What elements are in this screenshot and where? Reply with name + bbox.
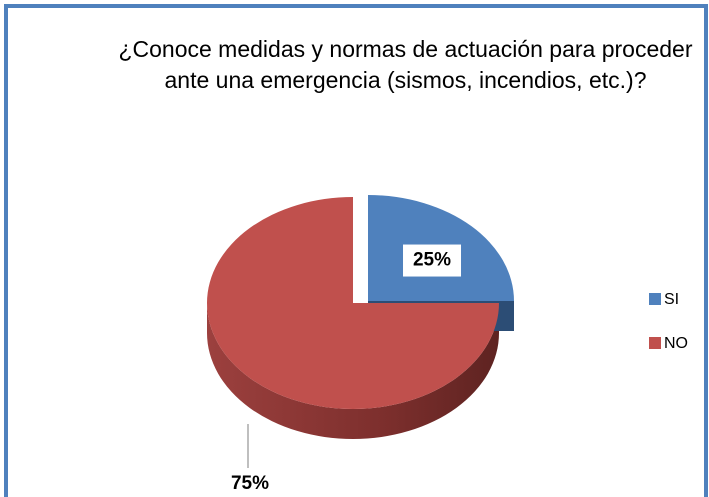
- legend-swatch: [649, 337, 661, 349]
- legend-swatch: [649, 293, 661, 305]
- data-label: 75%: [231, 473, 269, 494]
- slice: [207, 197, 499, 409]
- legend-label: SI: [664, 291, 679, 308]
- legend-label: NO: [664, 335, 688, 352]
- data-label-box: [403, 244, 462, 277]
- slice-side: [207, 303, 499, 439]
- chart-title: ¿Conoce medidas y normas de actuación pa…: [118, 36, 693, 93]
- data-label: 25%: [413, 250, 451, 271]
